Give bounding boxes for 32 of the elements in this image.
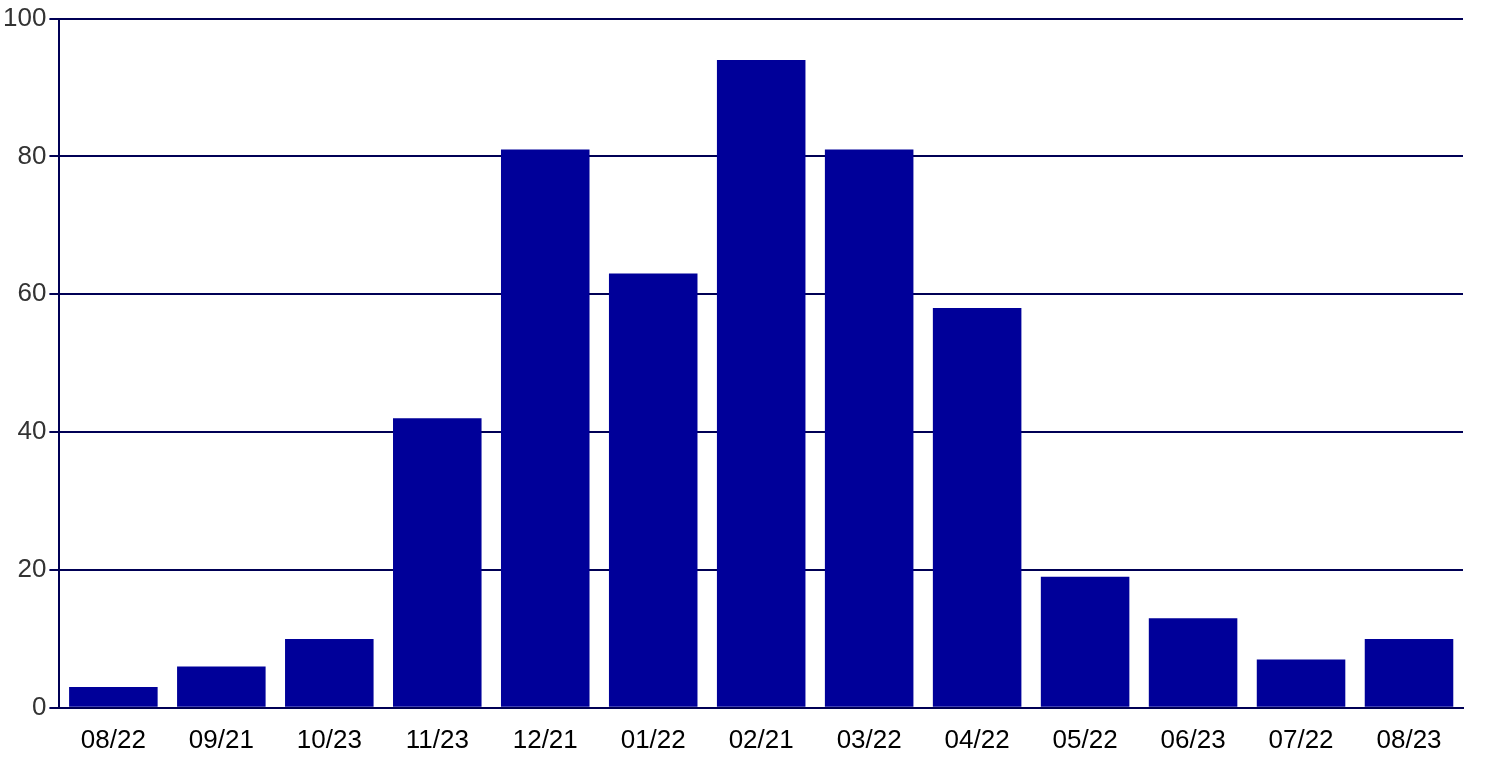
x-tick-label: 11/23 [405,723,469,754]
bar [393,418,482,707]
y-tick-label: 20 [17,553,47,584]
bar [1364,638,1454,707]
bar [69,687,158,707]
x-tick-label: 05/22 [1052,723,1118,754]
x-tick-label: 07/22 [1268,723,1334,754]
x-tick-label: 12/21 [512,723,578,754]
x-tick-label: 01/22 [620,723,686,754]
x-tick-label: 09/21 [188,723,254,754]
bar [932,308,1022,707]
x-tick-label: 08/23 [1376,723,1442,754]
bar [177,666,266,707]
bar [1256,659,1346,707]
x-tick-label: 02/21 [728,723,794,754]
y-tick-label: 60 [17,277,47,308]
x-tick-label: 10/23 [296,723,362,754]
bar [1148,618,1238,707]
x-tick-label: 08/22 [80,723,146,754]
y-tick-label: 100 [2,1,47,32]
x-tick-label: 03/22 [836,723,902,754]
y-tick-label: 80 [17,139,47,170]
bar [608,273,698,707]
x-tick-label: 04/22 [944,723,1010,754]
bar [824,149,914,707]
bar [285,638,374,707]
y-tick-label: 0 [31,690,47,721]
bar [716,59,806,707]
bar [500,149,590,707]
y-tick-label: 40 [17,415,47,446]
x-tick-label: 06/23 [1160,723,1226,754]
bar [1040,576,1130,707]
